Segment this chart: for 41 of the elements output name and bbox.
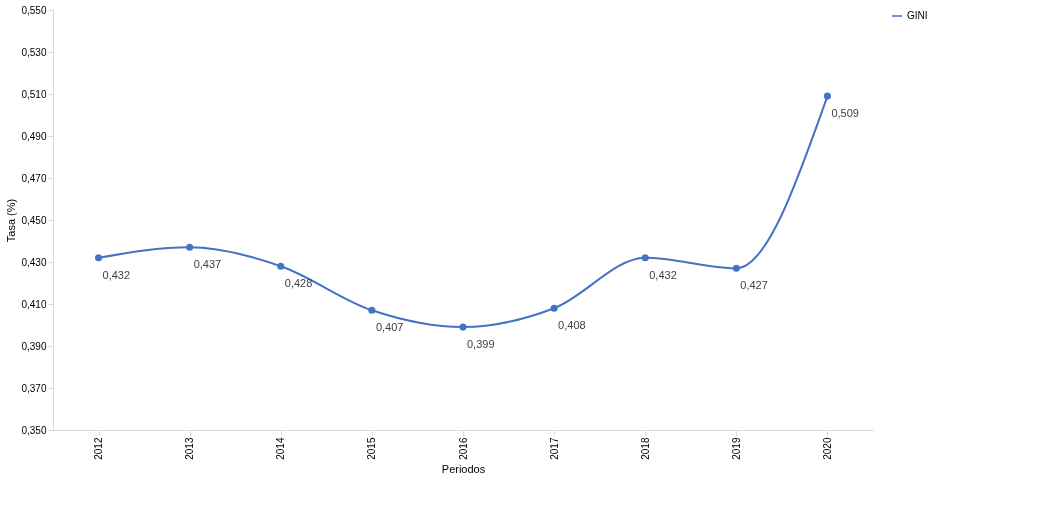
x-tick-label: 2012 xyxy=(93,437,105,460)
point xyxy=(550,304,558,312)
data-label: 0,428 xyxy=(284,277,313,290)
x-tick-label: 2016 xyxy=(457,437,469,460)
y-tick-label: 0,430 xyxy=(21,256,47,268)
point xyxy=(732,264,740,272)
y-tick-label: 0,410 xyxy=(21,298,47,310)
y-tick-label: 0,350 xyxy=(21,424,47,436)
point xyxy=(95,254,103,262)
y-tick-label: 0,530 xyxy=(21,46,47,58)
x-tick-label: 2015 xyxy=(366,437,378,460)
x-axis-title: Periodos xyxy=(441,462,486,475)
y-tick-label: 0,390 xyxy=(21,340,47,352)
x-tick-label: 2019 xyxy=(730,437,742,460)
point xyxy=(459,323,467,331)
data-label: 0,407 xyxy=(375,321,404,334)
y-tick-label: 0,370 xyxy=(21,382,47,394)
point xyxy=(368,306,376,314)
y-tick-label: 0,510 xyxy=(21,88,47,100)
y-tick-label: 0,450 xyxy=(21,214,47,226)
y-axis-title: Tasa (%) xyxy=(5,198,18,243)
legend-label: GINI xyxy=(907,10,928,21)
data-label: 0,408 xyxy=(558,319,586,332)
y-tick-label: 0,550 xyxy=(21,4,47,16)
x-tick-label: 2017 xyxy=(548,437,560,460)
x-tick-label: 2013 xyxy=(184,437,196,460)
x-tick-label: 2020 xyxy=(821,437,833,460)
point xyxy=(186,243,194,251)
point xyxy=(641,254,649,262)
data-label: 0,432 xyxy=(102,268,131,281)
data-label: 0,432 xyxy=(649,268,677,281)
x-tick-label: 2014 xyxy=(275,437,287,460)
point xyxy=(277,262,285,270)
data-label: 0,509 xyxy=(831,107,859,120)
data-label: 0,427 xyxy=(740,279,768,292)
point xyxy=(823,92,831,100)
x-tick-label: 2018 xyxy=(639,437,651,460)
data-label: 0,399 xyxy=(467,338,495,351)
y-tick-label: 0,490 xyxy=(21,130,47,142)
y-tick-label: 0,470 xyxy=(21,172,47,184)
data-label: 0,437 xyxy=(193,258,222,271)
